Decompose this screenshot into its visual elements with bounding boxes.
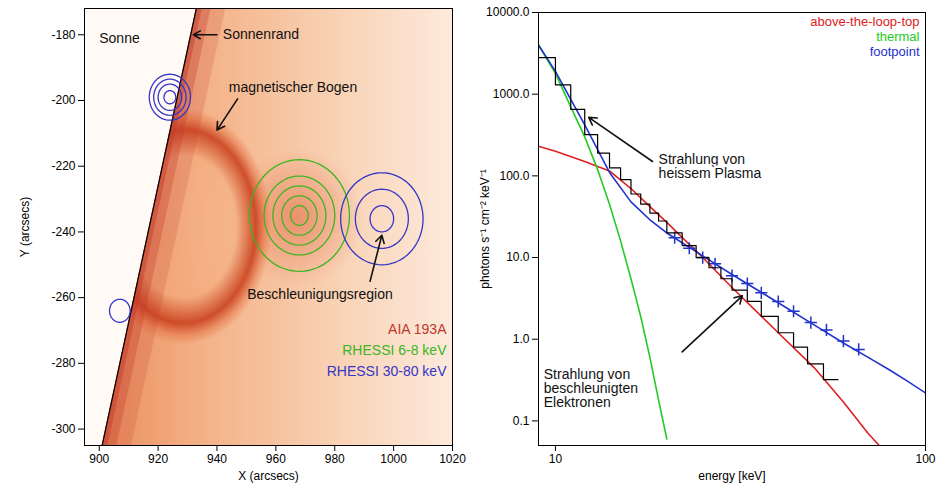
svg-text:Strahlung vonbeschleunigtenEle: Strahlung vonbeschleunigtenElektronen xyxy=(544,366,638,410)
svg-text:RHESSI 30-80 keV: RHESSI 30-80 keV xyxy=(327,363,447,379)
svg-text:1000: 1000 xyxy=(380,452,407,466)
svg-text:X (arcsecs): X (arcsecs) xyxy=(238,469,299,483)
svg-text:-300: -300 xyxy=(51,422,75,436)
svg-text:10000.0: 10000.0 xyxy=(486,5,530,19)
svg-text:900: 900 xyxy=(89,452,109,466)
svg-text:Sonne: Sonne xyxy=(99,30,140,46)
svg-text:-200: -200 xyxy=(51,93,75,107)
svg-text:-240: -240 xyxy=(51,225,75,239)
svg-text:980: 980 xyxy=(325,452,345,466)
svg-text:footpoint: footpoint xyxy=(870,44,920,59)
svg-text:AIA 193A: AIA 193A xyxy=(388,321,447,337)
svg-text:energy [keV]: energy [keV] xyxy=(698,469,765,483)
svg-text:magnetischer Bogen: magnetischer Bogen xyxy=(229,79,357,95)
svg-text:thermal: thermal xyxy=(876,29,919,44)
svg-text:-180: -180 xyxy=(51,28,75,42)
svg-text:RHESSI 6-8 keV: RHESSI 6-8 keV xyxy=(342,342,447,358)
svg-text:-280: -280 xyxy=(51,356,75,370)
svg-text:920: 920 xyxy=(148,452,168,466)
svg-text:0.1: 0.1 xyxy=(513,414,530,428)
svg-text:-260: -260 xyxy=(51,290,75,304)
svg-text:960: 960 xyxy=(266,452,286,466)
svg-text:100.0: 100.0 xyxy=(499,169,529,183)
svg-text:100: 100 xyxy=(915,452,935,466)
svg-text:-220: -220 xyxy=(51,159,75,173)
svg-text:above-the-loop-top: above-the-loop-top xyxy=(810,14,919,29)
svg-text:1020: 1020 xyxy=(439,452,466,466)
svg-text:10.0: 10.0 xyxy=(506,250,530,264)
svg-text:Sonnenrand: Sonnenrand xyxy=(223,26,299,42)
svg-text:1.0: 1.0 xyxy=(513,332,530,346)
svg-text:1000.0: 1000.0 xyxy=(493,87,530,101)
svg-text:940: 940 xyxy=(207,452,227,466)
svg-text:10: 10 xyxy=(549,452,563,466)
svg-text:photons s⁻¹ cm⁻² keV⁻¹: photons s⁻¹ cm⁻² keV⁻¹ xyxy=(478,169,492,288)
svg-text:Strahlung vonheissem Plasma: Strahlung vonheissem Plasma xyxy=(659,151,762,181)
svg-text:Y (arcsecs): Y (arcsecs) xyxy=(18,197,32,257)
svg-text:Beschleunigungsregion: Beschleunigungsregion xyxy=(247,286,393,302)
